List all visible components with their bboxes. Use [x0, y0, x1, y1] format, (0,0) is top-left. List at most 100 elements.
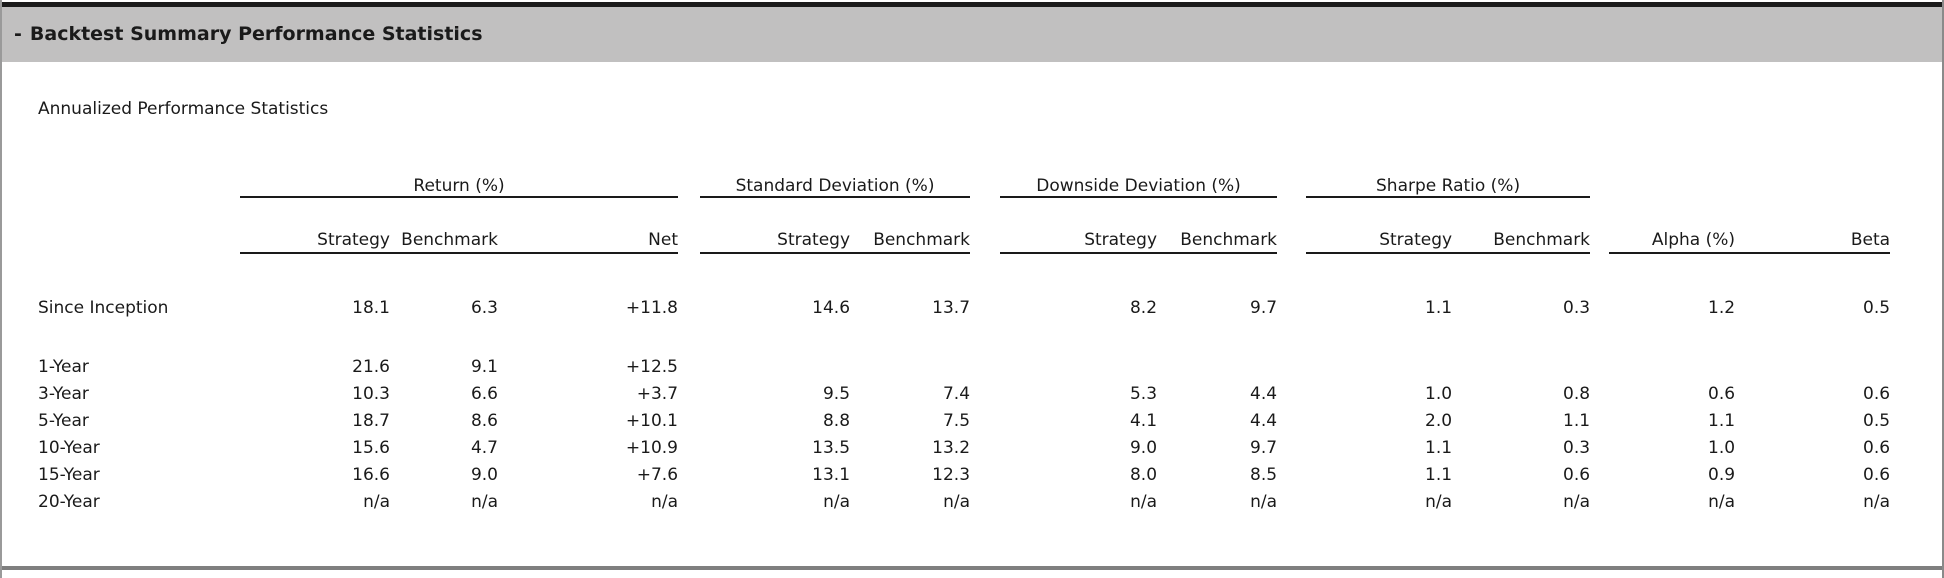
column-gap: [678, 380, 700, 407]
column-gap: [1590, 353, 1609, 380]
table-cell: +10.1: [625, 410, 679, 431]
column-gap: [1277, 170, 1306, 197]
table-cell: 12.3: [932, 464, 971, 485]
table-cell: 9.7: [1250, 298, 1278, 318]
table-cell: 0.6: [1863, 383, 1891, 404]
table-row: 15-Year 16.6 9.0 +7.6 13.1 12.3 8.0 8.5 1.1 0.6 0.…: [38, 461, 1890, 488]
column-gap: [678, 488, 700, 515]
table-subtitle: Annualized Performance Statistics: [38, 99, 329, 119]
table-cell: n/a: [471, 491, 498, 512]
column-header-sharpe-benchmark: Benchmark: [1452, 197, 1591, 254]
table-cell: 0.6: [1708, 383, 1736, 404]
row-label: 3-Year: [38, 383, 89, 404]
table-cell: 1.1: [1563, 410, 1591, 431]
table-cell: [1452, 353, 1590, 380]
table-cell: 4.4: [1250, 383, 1278, 404]
table-cell: 16.6: [352, 464, 390, 485]
group-header-spacer: [1609, 170, 1890, 197]
table-cell: 4.4: [1250, 410, 1278, 431]
column-header-return-strategy: Strategy: [240, 197, 390, 254]
column-gap: [970, 461, 1000, 488]
table-cell: 18.7: [352, 410, 390, 431]
table-cell: [1000, 353, 1157, 380]
table-cell: 1.1: [1425, 298, 1453, 318]
table-cell: [700, 353, 850, 380]
column-gap: [678, 353, 700, 380]
table-cell: 8.6: [470, 410, 498, 431]
column-gap: [1277, 488, 1306, 515]
table-cell: +3.7: [636, 383, 679, 404]
section-title-text: Backtest Summary Performance Statistics: [29, 23, 483, 45]
row-label: 15-Year: [38, 464, 100, 485]
table-cell: 1.1: [1708, 410, 1736, 431]
column-gap: [1277, 380, 1306, 407]
column-gap: [1590, 380, 1609, 407]
table-cell: 0.3: [1563, 298, 1591, 318]
table-cell: 4.1: [1129, 410, 1158, 431]
table-cell: n/a: [363, 491, 390, 512]
table-cell: 21.6: [352, 356, 390, 377]
column-gap: [1590, 170, 1609, 197]
column-gap: [1277, 407, 1306, 434]
table-cell: 9.5: [822, 383, 851, 404]
section-header-backtest-summary[interactable]: - Backtest Summary Performance Statistics: [2, 7, 1942, 62]
column-header-return-benchmark: Benchmark: [390, 197, 498, 254]
spacer-row: [38, 321, 1890, 353]
table-cell: 0.8: [1563, 383, 1591, 404]
column-gap: [1277, 197, 1306, 253]
table-cell: 13.2: [932, 437, 971, 458]
table-cell: 0.6: [1863, 437, 1891, 458]
table-row: 3-Year 10.3 6.6 +3.7 9.5 7.4 5.3 4.4 1.0 0.8 0.6 0.…: [38, 380, 1890, 407]
table-cell: +12.5: [625, 356, 679, 377]
column-gap: [678, 461, 700, 488]
table-cell: n/a: [1708, 491, 1736, 512]
column-gap: [678, 407, 700, 434]
column-gap: [970, 380, 1000, 407]
column-gap: [970, 197, 1000, 253]
column-group-standard-deviation: Standard Deviation (%): [700, 170, 971, 198]
row-label: 10-Year: [38, 437, 100, 458]
table-row: 1-Year 21.6 9.1 +12.5: [38, 353, 1890, 380]
table-cell: +10.9: [625, 437, 679, 458]
column-gap: [1277, 353, 1306, 380]
column-group-downside-deviation: Downside Deviation (%): [1000, 170, 1278, 198]
table-cell: 0.9: [1708, 464, 1736, 485]
table-cell: n/a: [651, 491, 679, 512]
spacer-row: [38, 253, 1890, 295]
table-cell: 10.3: [352, 383, 390, 404]
column-gap: [970, 295, 1000, 321]
table-cell: 2.0: [1425, 410, 1453, 431]
column-header-alpha: Alpha (%): [1609, 197, 1736, 254]
table-cell: [1306, 353, 1452, 380]
column-gap: [1277, 434, 1306, 461]
table-cell: 1.0: [1708, 437, 1736, 458]
column-group-sharpe-ratio: Sharpe Ratio (%): [1306, 170, 1591, 198]
table-cell: 9.0: [1129, 437, 1158, 458]
column-gap: [678, 197, 700, 253]
column-header-beta: Beta: [1735, 197, 1891, 254]
row-label: 5-Year: [38, 410, 89, 431]
bottom-divider: [2, 566, 1942, 570]
table-cell: [1609, 353, 1735, 380]
table-cell: 6.6: [470, 383, 498, 404]
table-cell: n/a: [943, 491, 971, 512]
column-gap: [970, 407, 1000, 434]
table-cell: 0.5: [1863, 298, 1891, 318]
sub-header-spacer: [38, 197, 240, 253]
table-cell: +7.6: [636, 464, 679, 485]
table-cell: n/a: [1130, 491, 1158, 512]
column-header-downdev-benchmark: Benchmark: [1157, 197, 1278, 254]
performance-stats-table: Return (%) Standard Deviation (%) Downsi…: [38, 170, 1891, 515]
table-body: Since Inception 18.1 6.3 +11.8 14.6 13.7 8.2 9.…: [38, 253, 1890, 515]
collapse-icon[interactable]: -: [14, 23, 22, 45]
table-row: Since Inception 18.1 6.3 +11.8 14.6 13.7 8.2 9.…: [38, 295, 1890, 321]
column-gap: [1590, 295, 1609, 321]
table-cell: 0.3: [1563, 437, 1591, 458]
column-gap: [678, 295, 700, 321]
table-row: 5-Year 18.7 8.6 +10.1 8.8 7.5 4.1 4.4 2.0 1.1 1.1 0…: [38, 407, 1890, 434]
table-cell: n/a: [1863, 491, 1891, 512]
table-cell: 8.0: [1129, 464, 1158, 485]
column-gap: [1590, 197, 1609, 253]
table-cell: 7.5: [942, 410, 971, 431]
